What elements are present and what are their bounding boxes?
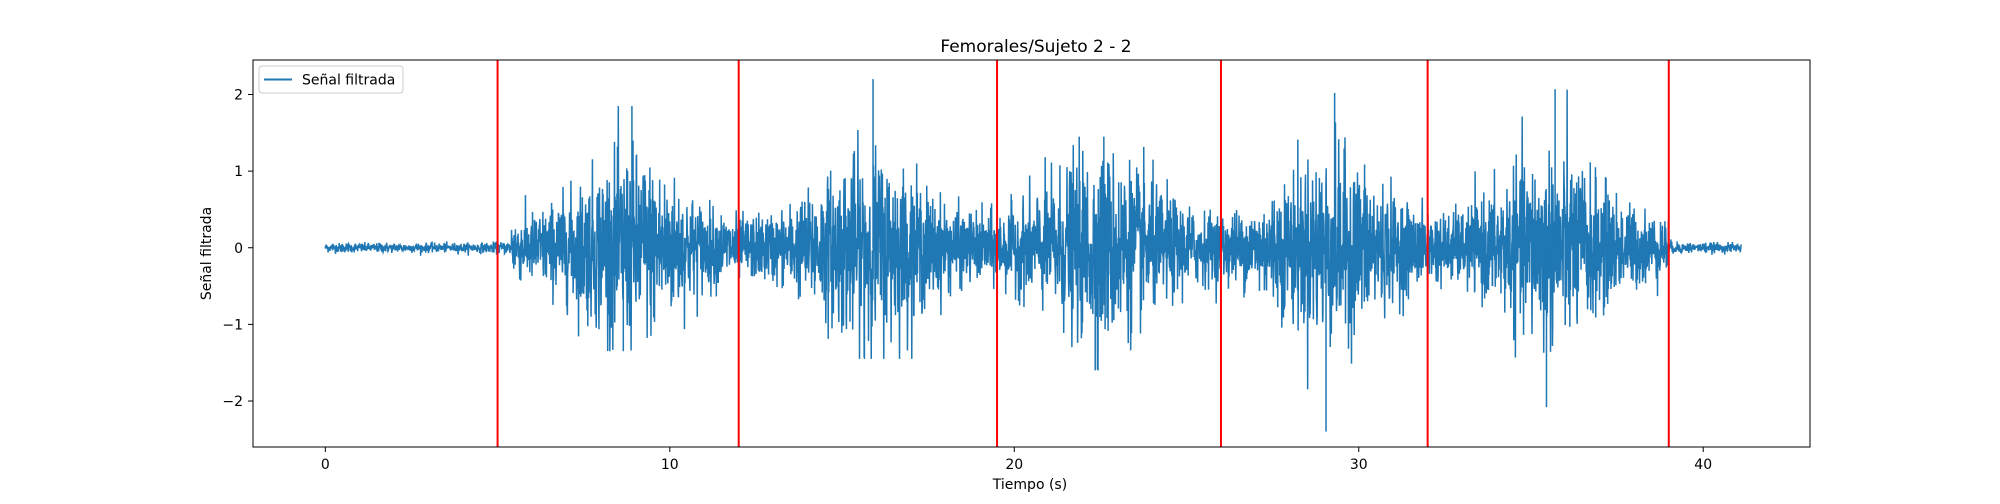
vertical-lines-layer [496, 60, 1670, 447]
y-tick-label: 0 [234, 241, 243, 257]
chart-title: Femorales/Sujeto 2 - 2 [940, 37, 1131, 57]
x-tick-label: 0 [321, 457, 330, 473]
burst-peak-4 [1325, 92, 1336, 432]
x-tick-label: 10 [661, 457, 679, 473]
series-layer [324, 79, 1742, 432]
burst-peak-5 [1545, 89, 1556, 408]
y-tick-label: −2 [222, 394, 243, 410]
plot-frame [252, 59, 1811, 448]
y-tick-label: −1 [222, 317, 243, 333]
x-tick-label: 40 [1694, 457, 1712, 473]
y-axis: −2 −1 0 1 2 [222, 87, 253, 410]
burst-peak-1 [622, 105, 633, 352]
legend: Señal filtrada [258, 65, 404, 94]
y-tick-label: 1 [234, 164, 243, 180]
x-axis-label: Tiempo (s) [992, 477, 1067, 493]
x-tick-label: 20 [1005, 457, 1023, 473]
y-tick-label: 2 [234, 87, 243, 103]
series-senal-filtrada [324, 89, 1742, 390]
y-axis-label: Señal filtrada [199, 207, 215, 300]
legend-label-senal-filtrada: Señal filtrada [302, 73, 395, 89]
x-tick-label: 30 [1350, 457, 1368, 473]
legend-box [258, 65, 404, 94]
x-axis: 0 10 20 30 40 [321, 447, 1712, 473]
burst-peak-2 [863, 79, 874, 359]
burst-peak-3 [1094, 136, 1105, 371]
